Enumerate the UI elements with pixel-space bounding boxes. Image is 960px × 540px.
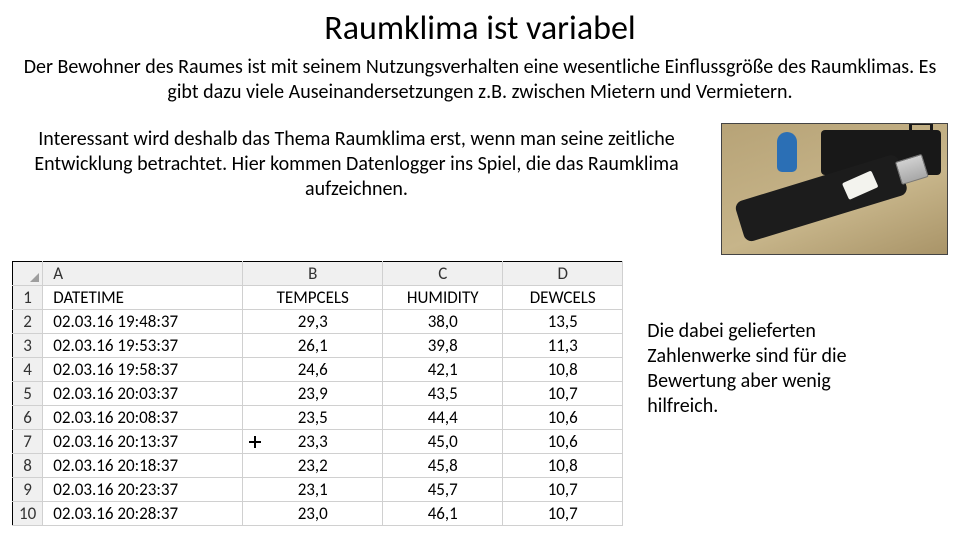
col-header-d[interactable]: D (503, 262, 623, 286)
cell[interactable]: HUMIDITY (383, 286, 503, 310)
col-header-b[interactable]: B (243, 262, 383, 286)
middle-row: Interessant wird deshalb das Thema Raumk… (12, 123, 948, 255)
cell[interactable]: 24,6 (243, 358, 383, 382)
cell[interactable]: 10,6 (503, 430, 623, 454)
cell-value: 23,3 (298, 431, 328, 452)
table-row: 7 02.03.16 20:13:37 23,3 45,0 10,6 (13, 430, 623, 454)
cell[interactable]: 46,1 (383, 502, 503, 526)
cell-cursor-icon (249, 436, 261, 448)
cell[interactable]: 11,3 (503, 334, 623, 358)
cell[interactable]: 45,7 (383, 478, 503, 502)
bottom-row: A B C D 1 DATETIME TEMPCELS HUMIDITY DEW… (12, 261, 948, 526)
cell[interactable]: 39,8 (383, 334, 503, 358)
cell[interactable]: 02.03.16 20:23:37 (43, 478, 243, 502)
row-header[interactable]: 3 (13, 334, 43, 358)
cell[interactable]: 02.03.16 19:48:37 (43, 310, 243, 334)
row-header[interactable]: 8 (13, 454, 43, 478)
col-header-a[interactable]: A (43, 262, 243, 286)
cell[interactable]: 23,9 (243, 382, 383, 406)
slide-title: Raumklima ist variabel (12, 8, 948, 49)
cell[interactable]: 42,1 (383, 358, 503, 382)
spreadsheet-table: A B C D 1 DATETIME TEMPCELS HUMIDITY DEW… (12, 261, 623, 526)
select-all-corner[interactable] (13, 262, 43, 286)
cell[interactable]: 43,5 (383, 382, 503, 406)
cell[interactable]: 02.03.16 20:28:37 (43, 502, 243, 526)
cell[interactable]: 45,0 (383, 430, 503, 454)
side-note: Die dabei gelieferten Zahlenwerke sind f… (647, 261, 897, 419)
cell[interactable]: 10,7 (503, 502, 623, 526)
cell[interactable]: 13,5 (503, 310, 623, 334)
cell[interactable]: 02.03.16 20:08:37 (43, 406, 243, 430)
datalogger-photo (721, 123, 948, 255)
cell[interactable]: 23,2 (243, 454, 383, 478)
cell[interactable]: TEMPCELS (243, 286, 383, 310)
row-header[interactable]: 2 (13, 310, 43, 334)
row-header[interactable]: 10 (13, 502, 43, 526)
cell[interactable]: 02.03.16 20:03:37 (43, 382, 243, 406)
table-row: 1 DATETIME TEMPCELS HUMIDITY DEWCELS (13, 286, 623, 310)
cell[interactable]: 44,4 (383, 406, 503, 430)
cell[interactable]: DATETIME (43, 286, 243, 310)
cell[interactable]: 10,8 (503, 358, 623, 382)
battery-icon (777, 132, 797, 172)
slide: Raumklima ist variabel Der Bewohner des … (0, 0, 960, 540)
cell-active[interactable]: 23,3 (243, 430, 383, 454)
table-row: 8 02.03.16 20:18:37 23,2 45,8 10,8 (13, 454, 623, 478)
cell[interactable]: 02.03.16 20:13:37 (43, 430, 243, 454)
cell[interactable]: 02.03.16 19:58:37 (43, 358, 243, 382)
cell[interactable]: 45,8 (383, 454, 503, 478)
row-header[interactable]: 7 (13, 430, 43, 454)
col-header-row: A B C D (13, 262, 623, 286)
intro-text: Der Bewohner des Raumes ist mit seinem N… (12, 55, 948, 105)
row-header[interactable]: 4 (13, 358, 43, 382)
cell[interactable]: 38,0 (383, 310, 503, 334)
cell[interactable]: 10,7 (503, 478, 623, 502)
row-header[interactable]: 6 (13, 406, 43, 430)
table-row: 2 02.03.16 19:48:37 29,3 38,0 13,5 (13, 310, 623, 334)
cell[interactable]: 29,3 (243, 310, 383, 334)
table-row: 4 02.03.16 19:58:37 24,6 42,1 10,8 (13, 358, 623, 382)
table-row: 3 02.03.16 19:53:37 26,1 39,8 11,3 (13, 334, 623, 358)
cell[interactable]: 23,1 (243, 478, 383, 502)
table-row: 9 02.03.16 20:23:37 23,1 45,7 10,7 (13, 478, 623, 502)
row-header[interactable]: 5 (13, 382, 43, 406)
cell[interactable]: 23,5 (243, 406, 383, 430)
cell[interactable]: 02.03.16 19:53:37 (43, 334, 243, 358)
cell[interactable]: 23,0 (243, 502, 383, 526)
row-header[interactable]: 1 (13, 286, 43, 310)
mid-text: Interessant wird deshalb das Thema Raumk… (12, 123, 701, 202)
cell[interactable]: DEWCELS (503, 286, 623, 310)
stick-label-icon (842, 170, 879, 199)
cell[interactable]: 10,7 (503, 382, 623, 406)
row-header[interactable]: 9 (13, 478, 43, 502)
table-row: 5 02.03.16 20:03:37 23,9 43,5 10,7 (13, 382, 623, 406)
col-header-c[interactable]: C (383, 262, 503, 286)
table-row: 6 02.03.16 20:08:37 23,5 44,4 10,6 (13, 406, 623, 430)
cell[interactable]: 02.03.16 20:18:37 (43, 454, 243, 478)
cell[interactable]: 10,8 (503, 454, 623, 478)
cell[interactable]: 10,6 (503, 406, 623, 430)
table-row: 10 02.03.16 20:28:37 23,0 46,1 10,7 (13, 502, 623, 526)
cell[interactable]: 26,1 (243, 334, 383, 358)
